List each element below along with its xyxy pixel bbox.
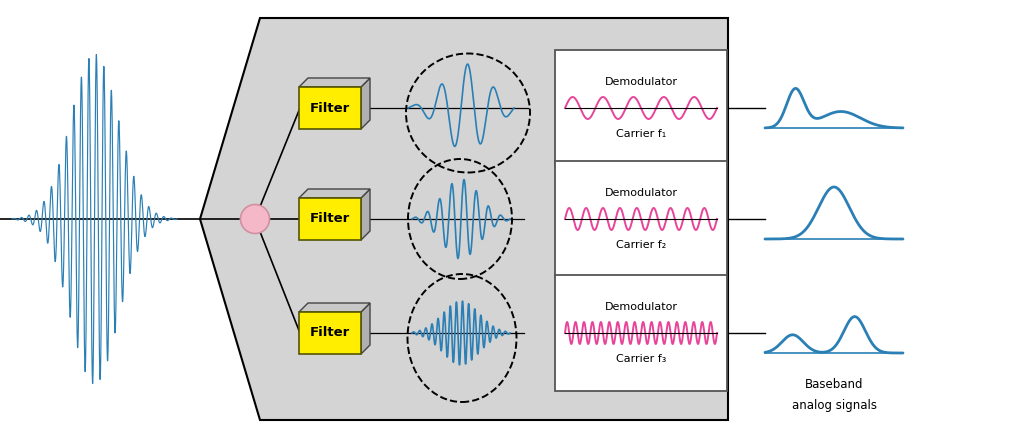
Text: analog signals: analog signals [792,399,877,411]
Polygon shape [361,189,370,240]
Text: Baseband: Baseband [805,378,863,392]
FancyBboxPatch shape [555,50,727,166]
Polygon shape [201,18,728,420]
Text: Filter: Filter [310,212,350,226]
Polygon shape [299,189,370,198]
Polygon shape [361,78,370,129]
Polygon shape [361,303,370,354]
FancyBboxPatch shape [555,275,727,391]
Text: Demodulator: Demodulator [605,77,677,87]
FancyBboxPatch shape [299,312,361,354]
Polygon shape [299,78,370,87]
Circle shape [240,205,269,233]
Text: Filter: Filter [310,102,350,114]
Text: Carrier f₃: Carrier f₃ [616,354,666,364]
FancyBboxPatch shape [555,161,727,277]
Polygon shape [299,303,370,312]
FancyBboxPatch shape [299,87,361,129]
Text: Demodulator: Demodulator [605,302,677,312]
Text: Carrier f₂: Carrier f₂ [616,240,666,250]
Text: Demodulator: Demodulator [605,188,677,198]
Text: Carrier f₁: Carrier f₁ [616,129,666,139]
Text: Filter: Filter [310,326,350,339]
FancyBboxPatch shape [299,198,361,240]
